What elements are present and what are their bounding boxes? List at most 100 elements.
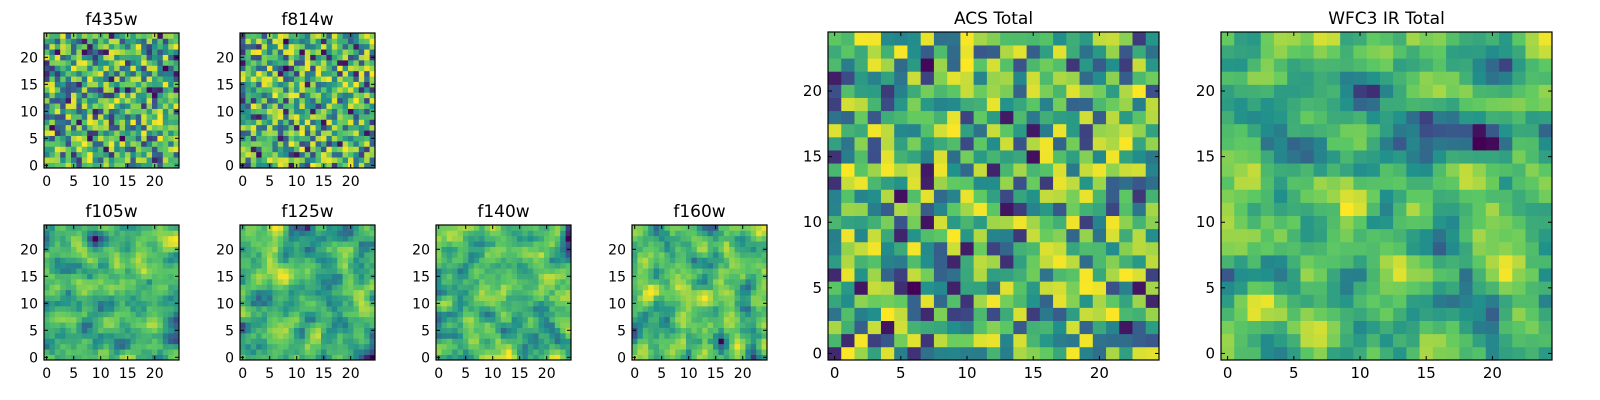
heatmap-cell <box>1026 110 1041 125</box>
heatmap-cell <box>162 295 169 301</box>
heatmap-cell <box>108 327 115 334</box>
heatmap-cell <box>141 162 147 169</box>
y-tick-label: 15 <box>20 77 38 93</box>
heatmap-cell <box>740 316 746 323</box>
heatmap-cell <box>272 49 279 55</box>
heatmap-cell <box>1512 307 1526 321</box>
heatmap-cell <box>986 32 1001 46</box>
heatmap-cell <box>157 295 164 301</box>
heatmap-cell <box>734 338 741 345</box>
heatmap-cell <box>841 307 855 321</box>
heatmap-cell <box>256 354 262 361</box>
heatmap-cell <box>907 176 922 190</box>
heatmap-cell <box>723 333 730 339</box>
heatmap-cell <box>348 141 354 147</box>
heatmap-cell <box>304 103 311 109</box>
heatmap-cell <box>828 268 842 282</box>
heatmap-cell <box>745 279 752 285</box>
heatmap-cell <box>256 65 262 72</box>
heatmap-cell <box>71 268 77 274</box>
heatmap-cell <box>135 146 142 153</box>
heatmap-cell <box>157 130 164 136</box>
heatmap-cell <box>1039 45 1054 59</box>
heatmap-cell <box>49 141 56 147</box>
heatmap-cell <box>648 284 654 291</box>
heatmap-cell <box>468 230 475 237</box>
heatmap-cell <box>288 81 295 88</box>
heatmap-cell <box>310 43 316 50</box>
heatmap-cell <box>1459 228 1473 243</box>
heatmap-cell <box>1066 110 1080 125</box>
heatmap-cell <box>65 141 72 147</box>
heatmap-cell <box>1119 241 1133 256</box>
heatmap-cell <box>76 327 83 334</box>
heatmap-cell <box>702 225 708 231</box>
x-tick-label: 5 <box>265 174 274 190</box>
heatmap-cell <box>1499 215 1513 230</box>
heatmap-cell <box>261 300 268 307</box>
heatmap-cell <box>92 33 99 39</box>
heatmap-cell <box>707 289 714 296</box>
heatmap-cell <box>342 338 349 345</box>
heatmap-cell <box>98 146 104 153</box>
heatmap-cell <box>973 136 988 151</box>
heatmap-cell <box>245 300 252 307</box>
heatmap-cell <box>1013 123 1027 138</box>
heatmap-cell <box>468 349 475 355</box>
heatmap-cell <box>353 333 360 339</box>
heatmap-cell <box>452 306 458 312</box>
heatmap-cell <box>157 354 164 361</box>
heatmap-cell <box>299 146 306 153</box>
heatmap-cell <box>49 354 56 361</box>
heatmap-cell <box>511 230 518 237</box>
heatmap-cell <box>680 289 687 296</box>
heatmap-cell <box>98 241 104 247</box>
heatmap-cell <box>1353 163 1367 177</box>
heatmap-cell <box>828 110 842 125</box>
heatmap-cell <box>288 151 295 158</box>
heatmap-cell <box>907 202 922 217</box>
heatmap-cell <box>517 257 523 264</box>
heatmap-cell <box>718 262 725 269</box>
heatmap-cell <box>119 146 126 153</box>
heatmap-cell <box>245 257 252 264</box>
heatmap-cell <box>256 349 262 355</box>
heatmap-cell <box>250 343 257 350</box>
heatmap-cell <box>146 157 153 163</box>
heatmap-cell <box>49 130 56 136</box>
heatmap-cell <box>157 273 164 280</box>
heatmap-cell <box>108 92 115 99</box>
heatmap-cell <box>299 49 306 55</box>
heatmap-cell <box>304 130 311 136</box>
heatmap-cell <box>353 300 360 307</box>
heatmap-cell <box>103 241 110 247</box>
heatmap-cell <box>960 84 974 98</box>
heatmap-cell <box>750 333 757 339</box>
y-tick-label: 0 <box>225 158 234 174</box>
heatmap-cell <box>702 284 708 291</box>
heatmap-cell <box>880 123 895 138</box>
heatmap-cell <box>267 65 273 72</box>
heatmap-cell <box>947 32 961 46</box>
heatmap-cell <box>76 316 83 323</box>
heatmap-cell <box>65 311 72 318</box>
heatmap-cell <box>315 273 322 280</box>
heatmap-cell <box>490 333 496 339</box>
heatmap-cell <box>1026 32 1041 46</box>
heatmap-cell <box>828 71 842 85</box>
heatmap-cell <box>81 338 88 345</box>
heatmap-cell <box>511 279 518 285</box>
heatmap-cell <box>1039 110 1054 125</box>
heatmap-cell <box>691 322 698 328</box>
heatmap-cell <box>894 333 908 348</box>
heatmap-cell <box>162 235 169 242</box>
heatmap-cell <box>353 97 360 104</box>
heatmap-cell <box>315 108 322 115</box>
heatmap-cell <box>135 241 142 247</box>
heatmap-cell <box>326 130 333 136</box>
heatmap-cell <box>1234 163 1248 177</box>
heatmap-cell <box>960 71 974 85</box>
heatmap-cell <box>168 49 174 55</box>
heatmap-cell <box>1106 176 1120 190</box>
heatmap-cell <box>490 230 496 237</box>
